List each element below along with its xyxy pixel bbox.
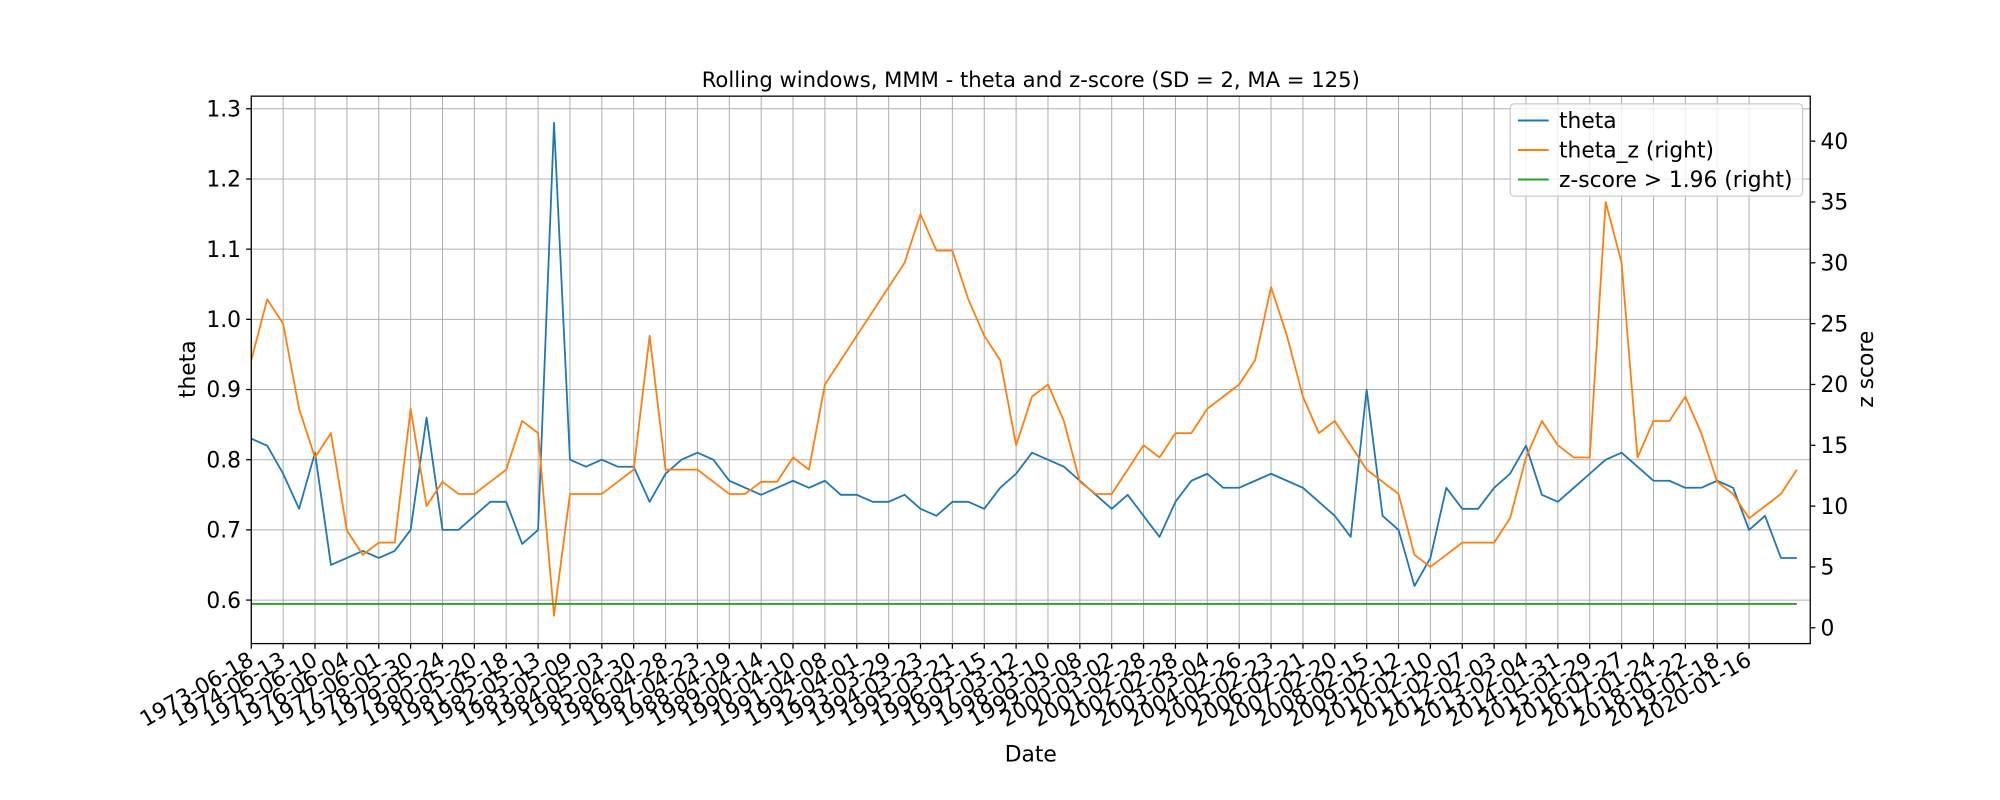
y2-tick-label: 30: [1821, 252, 1849, 277]
y-tick-label: 1.1: [206, 238, 241, 263]
chart-title: Rolling windows, MMM - theta and z-score…: [702, 67, 1360, 92]
y-tick-label: 1.2: [206, 168, 241, 193]
y2-tick-label: 0: [1821, 616, 1835, 641]
y-tick-label: 1.0: [206, 308, 241, 333]
legend-label: z-score > 1.96 (right): [1559, 168, 1793, 193]
legend-label: theta_z (right): [1559, 139, 1714, 164]
legend-label: theta: [1559, 109, 1617, 134]
y-tick-label: 0.8: [206, 448, 241, 473]
series-line: [250, 121, 1797, 587]
legend-box: [1509, 103, 1804, 197]
y-tick-label: 1.3: [206, 97, 241, 122]
y2-axis-label: z score: [1854, 331, 1879, 408]
legend: theta theta_z (right) z-score > 1.96 (righ…: [1509, 103, 1804, 197]
y2-tick-label: 35: [1821, 191, 1849, 216]
y-tick-label: 0.6: [206, 589, 241, 614]
series-line: [250, 201, 1798, 617]
y2-tick-label: 40: [1821, 130, 1849, 155]
y2-tick-label: 5: [1821, 556, 1835, 581]
plot-frame: [250, 95, 1811, 645]
y2-tick-label: 25: [1821, 312, 1849, 337]
y-tick-label: 0.9: [206, 378, 241, 403]
y-axis-label: theta: [176, 340, 201, 398]
y-tick-label: 0.7: [206, 519, 241, 544]
y2-tick-label: 10: [1821, 495, 1849, 520]
x-axis-label: Date: [1005, 743, 1057, 768]
y2-tick-label: 20: [1821, 373, 1849, 398]
y2-tick-label: 15: [1821, 434, 1849, 459]
